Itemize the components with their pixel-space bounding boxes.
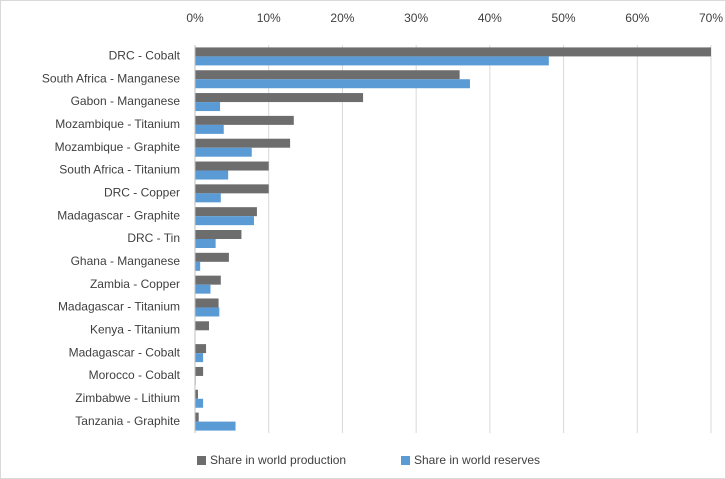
y-tick-label: Mozambique - Titanium <box>55 117 180 131</box>
bar <box>195 102 221 112</box>
bar <box>195 366 204 376</box>
x-tick-label: 0% <box>186 11 204 25</box>
y-tick-label: Gabon - Manganese <box>71 94 181 108</box>
bar <box>195 421 236 431</box>
y-tick-label: DRC - Tin <box>127 231 180 245</box>
y-tick-label: Kenya - Titanium <box>90 322 180 336</box>
bar <box>195 47 711 57</box>
bar <box>195 193 221 203</box>
bar <box>195 252 229 262</box>
y-tick-label: Zambia - Copper <box>90 277 180 291</box>
x-tick-label: 70% <box>699 11 723 25</box>
y-tick-label: Ghana - Manganese <box>71 254 181 268</box>
bar <box>195 115 294 125</box>
y-tick-label: DRC - Cobalt <box>109 49 181 63</box>
y-tick-label: Morocco - Cobalt <box>89 368 181 382</box>
x-tick-label: 10% <box>257 11 281 25</box>
legend-swatch <box>197 456 206 465</box>
y-tick-label: South Africa - Manganese <box>42 71 180 85</box>
y-tick-label: South Africa - Titanium <box>59 163 180 177</box>
y-tick-label: Madagascar - Cobalt <box>69 345 181 359</box>
bar <box>195 207 257 217</box>
x-tick-label: 60% <box>625 11 649 25</box>
legend-swatch <box>401 456 410 465</box>
x-tick-label: 50% <box>552 11 576 25</box>
y-tick-label: Tanzania - Graphite <box>75 414 180 428</box>
bar <box>195 70 460 80</box>
legend-label: Share in world reserves <box>414 453 540 467</box>
x-tick-label: 40% <box>478 11 502 25</box>
bar <box>195 161 269 171</box>
bar <box>195 389 198 399</box>
y-tick-label: Mozambique - Graphite <box>55 140 181 154</box>
bar <box>195 184 269 194</box>
bar <box>195 353 204 363</box>
y-tick-label: Zimbabwe - Lithium <box>75 391 180 405</box>
bar <box>195 170 229 180</box>
y-tick-label: DRC - Copper <box>104 186 180 200</box>
bar <box>195 298 219 308</box>
y-tick-label: Madagascar - Titanium <box>58 300 180 314</box>
bar <box>195 147 252 157</box>
bar <box>195 284 211 294</box>
x-tick-label: 30% <box>404 11 428 25</box>
bar <box>195 344 207 354</box>
bar <box>195 398 204 408</box>
bar <box>195 79 470 89</box>
bar <box>195 124 224 134</box>
y-tick-label: Madagascar - Graphite <box>57 208 180 222</box>
legend-label: Share in world production <box>210 453 346 467</box>
bar <box>195 138 291 148</box>
bar <box>195 216 254 226</box>
bar <box>195 239 216 248</box>
bar <box>195 412 199 422</box>
bar <box>195 230 242 239</box>
bar <box>195 307 220 317</box>
bar <box>195 321 210 331</box>
x-tick-label: 20% <box>330 11 354 25</box>
bar <box>195 275 221 285</box>
bar <box>195 56 549 66</box>
bar <box>195 261 201 271</box>
bar <box>195 93 364 103</box>
